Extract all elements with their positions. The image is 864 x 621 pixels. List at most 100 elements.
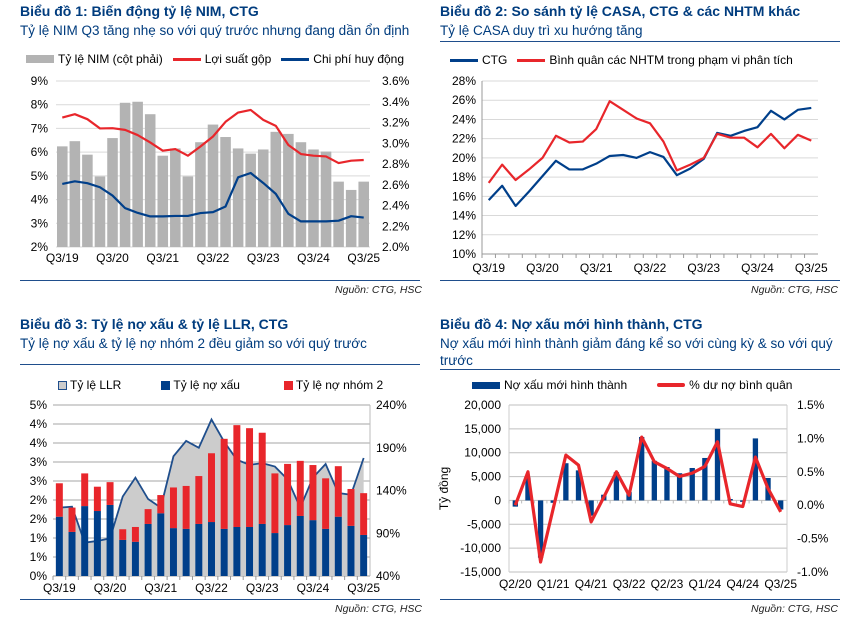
new-npl-bar <box>588 500 594 516</box>
legend-item-newnpl: Nợ xấu mới hình thành <box>472 378 627 392</box>
chart1-divider <box>20 280 420 281</box>
y-left-tick-label: 4% <box>30 417 48 431</box>
legend-swatch-bar <box>26 55 54 63</box>
group2-bar <box>93 486 101 512</box>
npl-bar <box>81 506 89 576</box>
new-npl-bar <box>752 438 759 501</box>
y-right-tick-label: 2.4% <box>382 199 410 213</box>
y-right-tick-label: 3.0% <box>382 136 410 150</box>
y-axis-label: Tỷ đồng <box>437 467 451 510</box>
nim-bar <box>132 101 143 247</box>
chart3-header-divider <box>20 364 420 365</box>
nim-bar <box>207 124 219 247</box>
y-left-tick-label: 5% <box>30 398 48 412</box>
new-npl-bar <box>563 463 569 501</box>
nim-bar <box>283 133 294 247</box>
legend-label: % dư nợ bình quân <box>689 378 793 392</box>
y-left-tick-label: 2% <box>31 240 49 254</box>
npl-bar <box>106 504 114 576</box>
nim-bar <box>295 142 307 247</box>
cost-of-funds-line <box>62 171 364 223</box>
chart3-legend: Tỷ lệ LLR Tỷ lệ nợ xấu Tỷ lệ nợ nhóm 2 <box>58 378 393 392</box>
legend-swatch-bar <box>283 380 293 390</box>
avg-casa-line <box>487 100 812 184</box>
y-tick-label: 24% <box>452 112 476 126</box>
x-tick-label: Q1/24 <box>689 577 722 591</box>
group2-bar <box>68 507 76 532</box>
npl-bar <box>309 520 317 576</box>
yield-line <box>61 108 364 165</box>
legend-item-yield: Lợi suất gộp <box>172 52 271 66</box>
y-right-tick-label: 0.0% <box>797 498 825 512</box>
chart3-plot: 0% 1% 1% 2% 2% 3% 3% 4% 4% 5% 40% 90% 140% 190% 240% Q3… <box>30 398 407 595</box>
group2-bar <box>233 425 241 527</box>
npl-bar <box>195 523 203 576</box>
nim-bar <box>257 149 269 247</box>
group2-bar <box>220 438 228 529</box>
npl-bar <box>246 526 254 576</box>
new-npl-bar <box>651 460 657 501</box>
y-left-tick-label: 5% <box>31 169 49 183</box>
ctg-casa-line <box>487 106 812 208</box>
y-left-tick-label: 3% <box>30 455 48 469</box>
chart4-subtitle: Nợ xấu mới hình thành giảm đáng kể so vớ… <box>440 336 833 368</box>
y-left-tick-label: 4% <box>31 193 49 207</box>
legend-swatch-line <box>657 383 686 387</box>
legend-item-avg: Bình quân các NHTM trong phạm vi phân tí… <box>517 53 793 67</box>
chart2-source: Nguồn: CTG, HSC <box>751 284 838 296</box>
new-npl-bar <box>689 467 695 501</box>
group2-bar <box>284 463 292 526</box>
group2-bar <box>119 529 127 540</box>
y-left-tick-label: 1% <box>30 531 48 545</box>
legend-swatch-bar <box>472 381 500 389</box>
nim-bar <box>82 154 93 247</box>
y-left-tick-label: 10,000 <box>464 446 501 460</box>
x-tick-label: Q2/23 <box>651 577 684 591</box>
x-tick-label: Q3/24 <box>297 581 330 595</box>
x-tick-label: Q3/20 <box>94 581 127 595</box>
new-npl-bar <box>525 477 531 501</box>
legend-swatch-line <box>281 57 310 61</box>
legend-item-group2: Tỷ lệ nợ nhóm 2 <box>283 378 383 392</box>
y-left-tick-label: 3% <box>31 216 49 230</box>
x-tick-label: Q3/19 <box>46 251 79 265</box>
group2-bar <box>322 478 330 529</box>
y-right-tick-label: -1.0% <box>797 565 829 579</box>
x-tick-label: Q3/25 <box>795 261 828 275</box>
nim-bar <box>245 153 256 247</box>
x-tick-label: Q3/20 <box>96 251 129 265</box>
group2-bar <box>334 466 342 517</box>
legend-label: CTG <box>482 53 508 67</box>
legend-swatch-line <box>172 57 201 61</box>
group2-bar <box>309 465 317 521</box>
chart2-plot: 10% 12% 14% 16% 18% 20% 22% 24% 26% 28% Q3/19 Q3/20… <box>452 74 828 275</box>
npl-bar <box>208 522 215 576</box>
group2-bar <box>55 483 63 517</box>
y-tick-label: 28% <box>452 74 476 88</box>
y-right-tick-label: 2.8% <box>382 157 410 171</box>
y-left-tick-label: -10,000 <box>460 541 501 555</box>
nim-bar <box>358 181 369 247</box>
npl-bar <box>182 528 190 576</box>
nim-bar <box>94 176 106 247</box>
y-left-tick-label: 8% <box>31 98 49 112</box>
nim-bar <box>182 176 194 247</box>
npl-bar <box>360 534 368 576</box>
y-right-tick-label: 2.2% <box>382 219 410 233</box>
npl-bar <box>119 539 127 576</box>
x-tick-label: Q3/22 <box>195 581 228 595</box>
x-tick-label: Q3/23 <box>247 251 280 265</box>
npl-bar <box>258 523 266 576</box>
y-left-tick-label: 2% <box>30 512 48 526</box>
group2-bar <box>258 432 266 524</box>
group2-bar <box>296 460 304 516</box>
x-tick-label: Q3/25 <box>764 577 797 591</box>
y-tick-label: 10% <box>452 247 476 261</box>
y-left-tick-label: 4% <box>30 436 48 450</box>
chart1-plot: 2% 3% 4% 5% 6% 7% 8% 9% 2.0% 2.2% 2.4% 2.6% 2.8% 3.0%… <box>31 74 410 265</box>
chart2-subtitle: Tỷ lệ CASA duy trì xu hướng tăng <box>440 23 643 38</box>
y-right-tick-label: 1.5% <box>797 398 825 412</box>
x-tick-label: Q4/21 <box>575 577 608 591</box>
new-npl-bar <box>613 472 620 501</box>
x-tick-label: Q4/24 <box>726 577 759 591</box>
